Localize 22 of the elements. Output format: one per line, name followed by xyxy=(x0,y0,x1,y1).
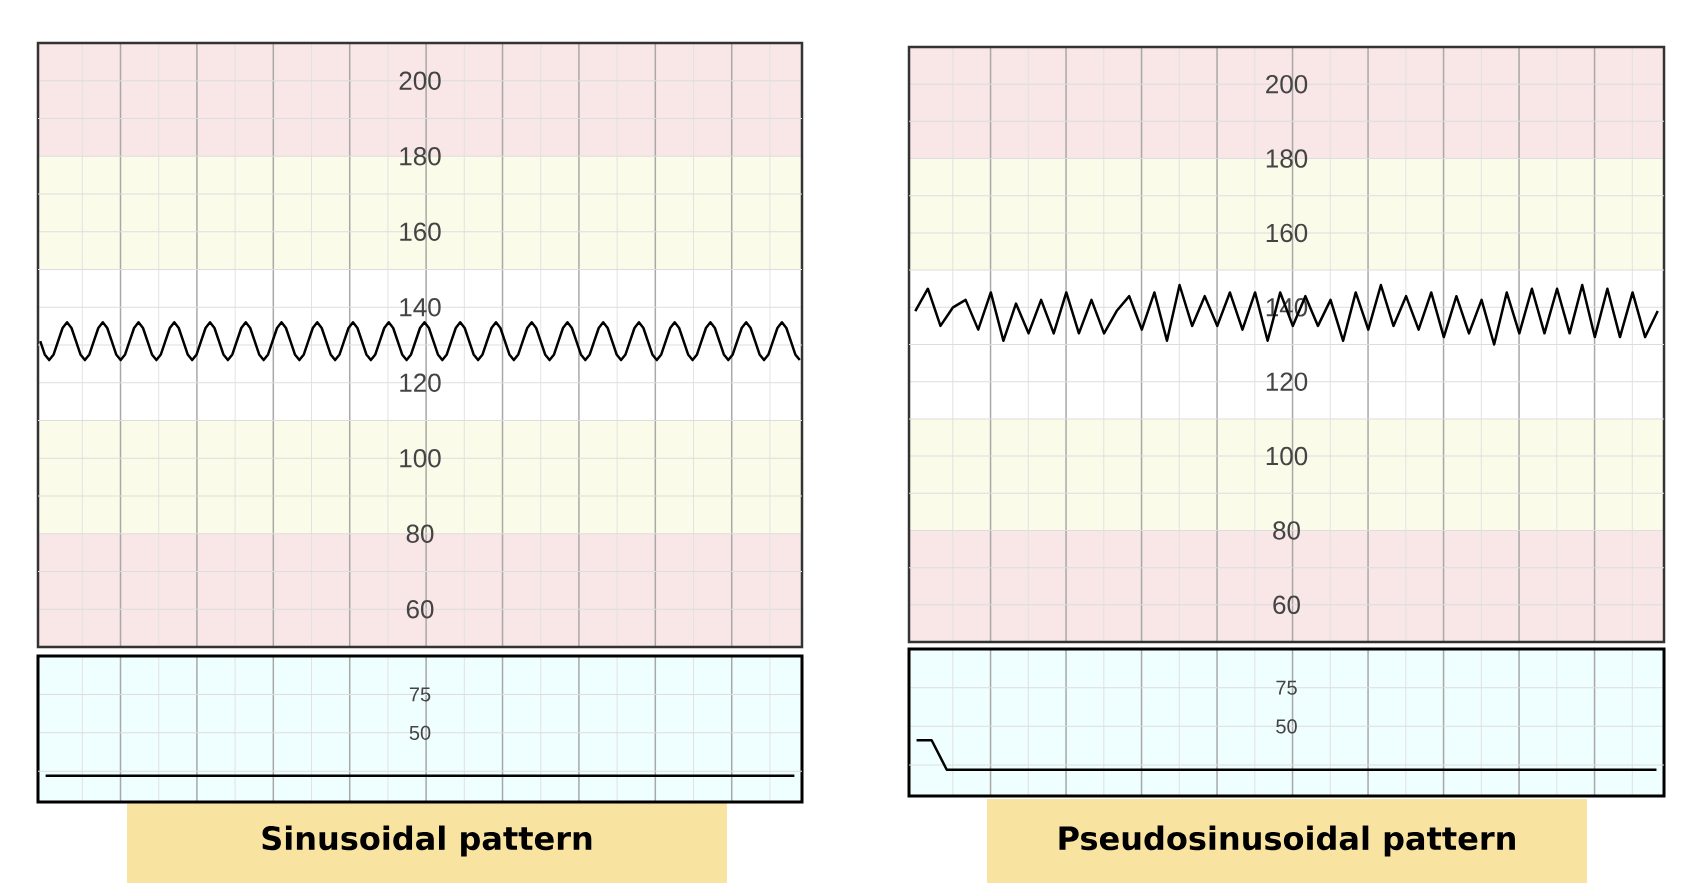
y-tick-label: 200 xyxy=(1266,74,1308,94)
y-tick-label: 200 xyxy=(399,71,441,90)
y-tick-label: 60 xyxy=(1273,595,1300,615)
y-tick-label: 180 xyxy=(1266,149,1308,168)
y-tick-label: 120 xyxy=(1266,372,1308,391)
y-tick-label: 50 xyxy=(409,725,431,740)
y-tick-label: 50 xyxy=(1276,719,1297,734)
y-tick-label: 140 xyxy=(400,298,441,317)
text: Pseudosinusoidal pattern xyxy=(1059,825,1515,857)
y-tick-label: 75 xyxy=(409,687,431,702)
y-tick-label: 180 xyxy=(400,147,441,166)
y-tick-label: 80 xyxy=(406,524,434,543)
y-tick-label: 160 xyxy=(400,222,441,241)
y-tick-label: 100 xyxy=(400,449,441,468)
y-tick-label: 100 xyxy=(1266,446,1308,466)
y-tick-label: 75 xyxy=(1276,680,1297,695)
text: Sinusoidal pattern xyxy=(262,825,592,857)
y-tick-label: 120 xyxy=(400,373,441,392)
y-tick-label: 160 xyxy=(1266,223,1308,243)
line-series xyxy=(914,283,1659,346)
y-tick-label: 60 xyxy=(406,600,434,619)
y-tick-label: 80 xyxy=(1273,521,1300,540)
